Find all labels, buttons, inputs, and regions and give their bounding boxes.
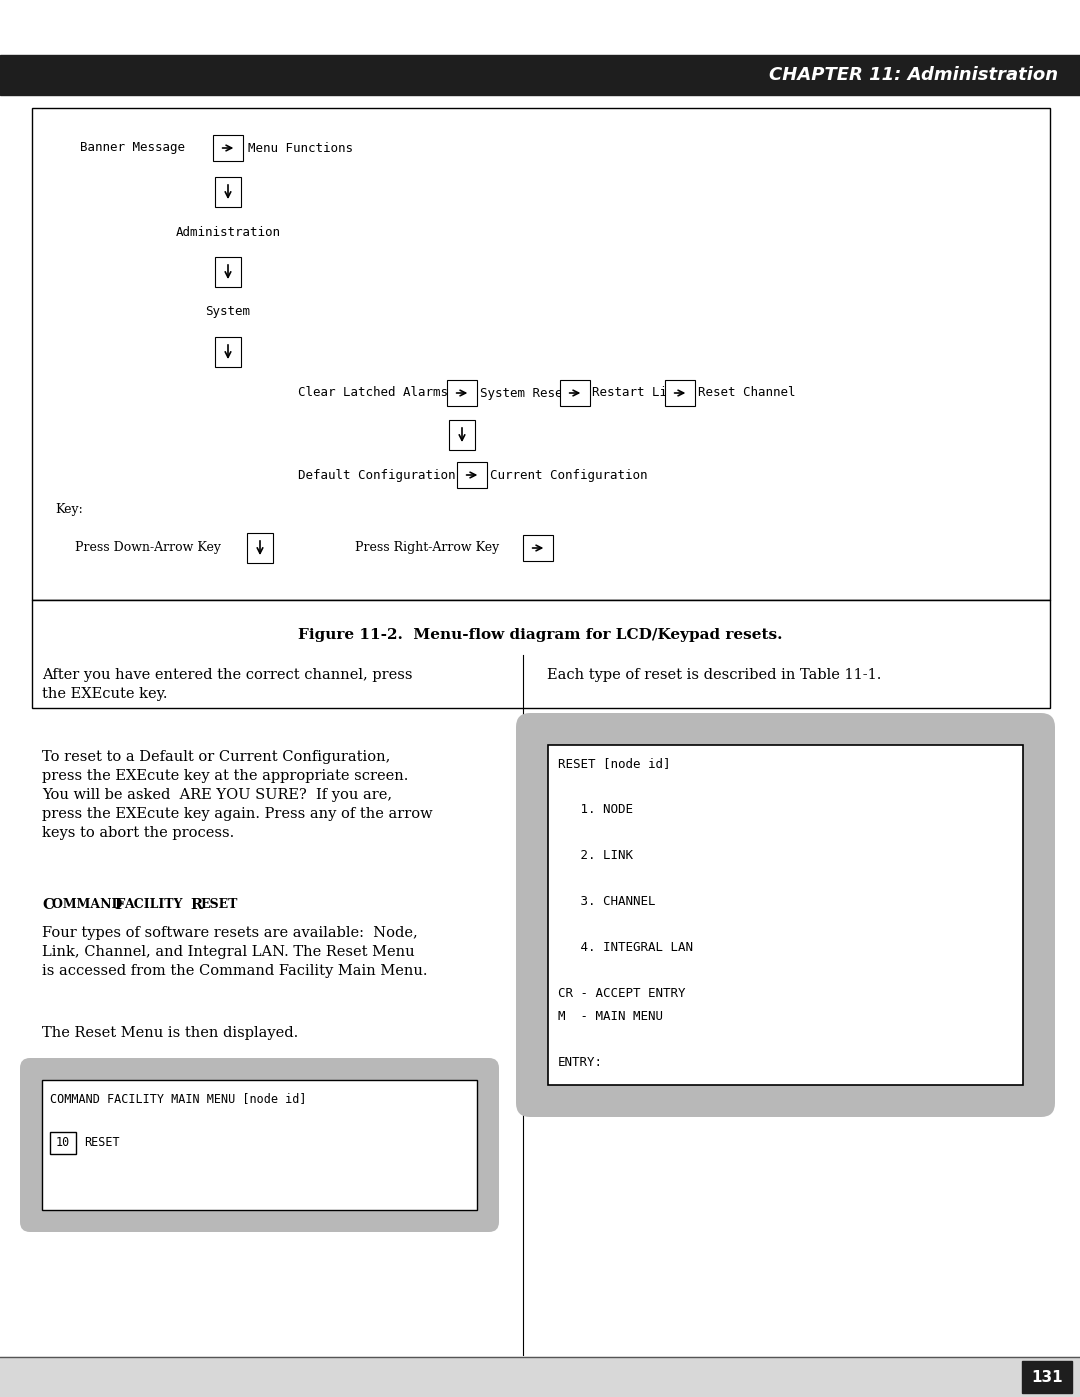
Bar (561, 380, 590, 407)
Bar (42, 1080, 477, 1210)
Text: Key:: Key: (55, 503, 83, 517)
Text: Four types of software resets are available:  Node,
Link, Channel, and Integral : Four types of software resets are availa… (42, 926, 428, 978)
Bar (1022, 1361, 1072, 1393)
Text: 1. NODE: 1. NODE (558, 803, 633, 816)
Text: Clear Latched Alarms: Clear Latched Alarms (298, 387, 448, 400)
Text: ENTRY:: ENTRY: (558, 1056, 603, 1069)
Bar (523, 535, 553, 562)
Text: The Reset Menu is then displayed.: The Reset Menu is then displayed. (42, 1025, 298, 1039)
Text: To reset to a Default or Current Configuration,
press the EXEcute key at the app: To reset to a Default or Current Configu… (42, 750, 433, 840)
Bar (215, 177, 241, 207)
Bar (548, 745, 1023, 1085)
Text: Current Configuration: Current Configuration (490, 468, 648, 482)
Text: ACILITY: ACILITY (124, 898, 187, 911)
Bar (215, 257, 241, 286)
Text: F: F (114, 898, 124, 912)
Bar (457, 462, 487, 488)
Text: 3. CHANNEL: 3. CHANNEL (558, 895, 656, 908)
Text: Press Down-Arrow Key: Press Down-Arrow Key (75, 542, 221, 555)
Bar (247, 534, 273, 563)
Text: After you have entered the correct channel, press
the EXEcute key.: After you have entered the correct chann… (42, 668, 413, 701)
Text: 10: 10 (56, 1137, 70, 1150)
Text: Default Configuration: Default Configuration (297, 468, 455, 482)
Bar (0, 1356, 1080, 1397)
Text: RESET [node id]: RESET [node id] (558, 757, 671, 770)
Text: Menu Functions: Menu Functions (248, 141, 353, 155)
Bar (213, 136, 243, 161)
FancyBboxPatch shape (21, 1058, 499, 1232)
Bar (449, 420, 475, 450)
Bar (447, 380, 477, 407)
Text: Administration: Administration (175, 226, 281, 239)
Text: Banner Message: Banner Message (80, 141, 185, 155)
Text: 2. LINK: 2. LINK (558, 849, 633, 862)
Text: Restart Link: Restart Link (592, 387, 681, 400)
Text: COMMAND FACILITY MAIN MENU [node id]: COMMAND FACILITY MAIN MENU [node id] (50, 1092, 307, 1105)
Text: 131: 131 (1031, 1369, 1063, 1384)
Bar (665, 380, 696, 407)
Text: C: C (42, 898, 54, 912)
Text: Press Right-Arrow Key: Press Right-Arrow Key (355, 542, 499, 555)
Text: RESET: RESET (84, 1137, 120, 1150)
Text: CHAPTER 11: Administration: CHAPTER 11: Administration (769, 66, 1058, 84)
Text: System: System (205, 306, 251, 319)
Text: Each type of reset is described in Table 11-1.: Each type of reset is described in Table… (546, 668, 881, 682)
Text: CR - ACCEPT ENTRY: CR - ACCEPT ENTRY (558, 988, 686, 1000)
Text: Figure 11-2.  Menu-flow diagram for LCD/Keypad resets.: Figure 11-2. Menu-flow diagram for LCD/K… (298, 629, 782, 643)
Text: OMMAND: OMMAND (52, 898, 126, 911)
Bar (0, 54, 1080, 95)
Bar (50, 1132, 76, 1154)
Text: M  - MAIN MENU: M - MAIN MENU (558, 1010, 663, 1023)
Bar (32, 599, 1050, 708)
Text: 4. INTEGRAL LAN: 4. INTEGRAL LAN (558, 942, 693, 954)
Bar (32, 108, 1050, 599)
FancyBboxPatch shape (516, 712, 1055, 1118)
Text: System Reset: System Reset (480, 387, 570, 400)
Text: Reset Channel: Reset Channel (698, 387, 796, 400)
Text: ESET: ESET (200, 898, 238, 911)
Bar (215, 337, 241, 367)
Text: R: R (190, 898, 202, 912)
